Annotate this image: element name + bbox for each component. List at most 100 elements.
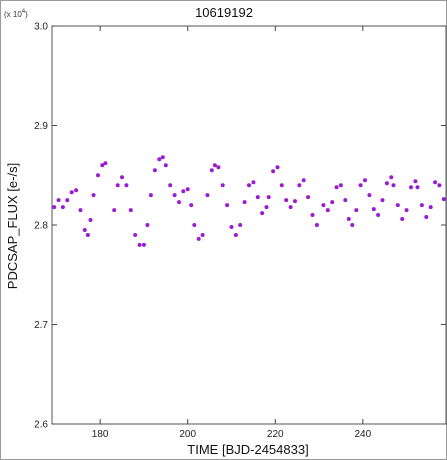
data-point [306, 195, 311, 200]
data-point [189, 203, 194, 208]
data-point [437, 183, 442, 188]
data-point [389, 175, 394, 180]
data-point [288, 205, 293, 210]
data-point [100, 163, 105, 168]
data-point [338, 183, 343, 188]
data-point [157, 157, 162, 162]
data-point [168, 183, 173, 188]
data-point [172, 193, 177, 198]
data-point [284, 198, 289, 203]
data-point [120, 175, 124, 180]
y-tick-label: 2.6 [34, 420, 48, 431]
data-point [391, 183, 396, 188]
data-point [441, 197, 446, 202]
y-multiplier-label: (x 104) [4, 9, 28, 19]
y-axis-label: PDCSAP_FLUX [e-/s] [5, 163, 20, 289]
y-tick-label: 2.7 [34, 320, 48, 331]
data-point [124, 183, 129, 188]
data-point [264, 205, 269, 210]
data-point [380, 198, 385, 203]
data-point [310, 213, 315, 217]
data-point [325, 208, 330, 213]
data-point [185, 187, 190, 192]
data-point [96, 173, 100, 178]
data-point [209, 168, 214, 173]
data-points [52, 155, 446, 247]
plot-area [51, 25, 447, 425]
data-point [152, 168, 157, 173]
data-point [177, 200, 181, 205]
data-point [220, 183, 225, 188]
data-point [293, 199, 297, 204]
data-point [384, 181, 389, 186]
data-point [137, 242, 142, 247]
y-axis-ticks: 2.6 2.7 2.8 2.9 3.0 [34, 22, 446, 431]
data-point [266, 195, 271, 200]
data-point [78, 208, 83, 213]
x-tick-label: 240 [354, 429, 371, 440]
data-point [247, 183, 251, 188]
data-point [354, 208, 359, 213]
data-point [91, 193, 96, 198]
data-point [141, 242, 146, 247]
data-point [238, 223, 243, 227]
y-tick-label: 2.8 [34, 221, 48, 232]
data-point [415, 185, 420, 190]
data-point [60, 205, 65, 210]
data-point [404, 208, 409, 213]
data-point [205, 193, 210, 198]
x-tick-label: 220 [267, 429, 284, 440]
data-point [334, 185, 339, 190]
x-tick-label: 180 [92, 429, 109, 440]
data-point [192, 223, 197, 227]
data-point [56, 198, 61, 203]
data-point [400, 217, 405, 221]
data-point [65, 198, 70, 203]
data-point [200, 233, 205, 237]
data-point [216, 165, 221, 170]
data-point [69, 190, 74, 195]
data-point [85, 233, 90, 237]
data-point [82, 228, 87, 232]
data-point [330, 200, 335, 205]
data-point [275, 165, 280, 170]
data-point [428, 205, 433, 210]
data-point [52, 205, 57, 210]
data-point [346, 217, 351, 221]
data-point [112, 208, 117, 213]
data-point [160, 155, 165, 160]
data-point [148, 193, 153, 198]
data-point [225, 203, 230, 208]
data-point [115, 183, 120, 188]
data-point [376, 213, 381, 217]
data-point [343, 198, 348, 203]
data-point [88, 218, 93, 222]
data-point [424, 215, 429, 219]
y-tick-label: 2.9 [34, 121, 48, 132]
data-point [314, 223, 319, 227]
data-point [229, 225, 234, 229]
x-axis-label: TIME [BJD-2454833] [187, 442, 308, 457]
data-point [133, 233, 138, 237]
data-point [145, 223, 150, 227]
data-point [251, 180, 256, 185]
data-point [279, 183, 284, 188]
y-tick-label: 3.0 [34, 22, 48, 33]
data-point [255, 195, 260, 200]
data-point [181, 189, 186, 194]
data-point [433, 180, 438, 185]
data-point [233, 233, 238, 237]
data-point [419, 203, 424, 208]
data-point [363, 178, 367, 183]
data-point [74, 188, 79, 193]
data-point [196, 236, 201, 241]
data-point [395, 203, 400, 208]
x-axis-ticks: 180 200 220 240 [92, 26, 372, 440]
data-point [301, 178, 306, 183]
data-point [128, 208, 133, 213]
data-point [103, 161, 108, 166]
data-point [367, 193, 372, 198]
data-point [163, 163, 168, 168]
data-point [371, 207, 376, 212]
data-point [271, 169, 276, 174]
